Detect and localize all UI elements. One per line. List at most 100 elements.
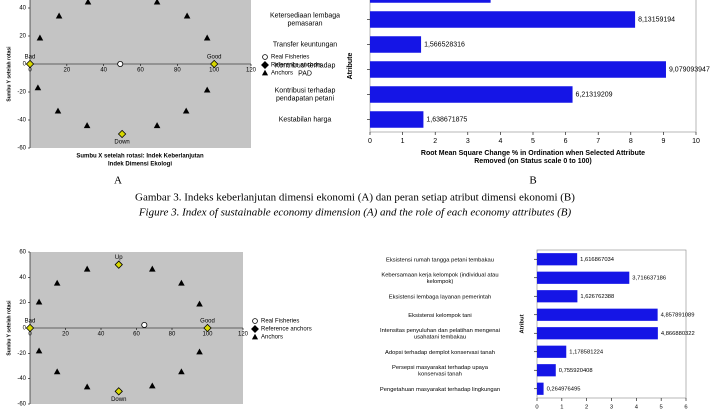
point	[210, 59, 219, 69]
x-tick-label: 120	[246, 68, 257, 74]
point	[149, 382, 156, 389]
value-label: 9,079093947	[669, 66, 710, 73]
point-label: Bad	[25, 55, 36, 61]
point	[54, 107, 62, 114]
x-tick-label: 9	[661, 138, 665, 145]
value-label: 1,566528316	[424, 41, 465, 48]
x-tick-label: 0	[28, 68, 32, 74]
point	[203, 86, 211, 93]
y-tick-label: 0	[23, 326, 27, 332]
point	[35, 347, 43, 354]
point	[117, 129, 127, 139]
x-tick-label: 3	[610, 405, 613, 411]
y-tick-label: -60	[17, 402, 26, 408]
x-tick-label: 0	[535, 405, 538, 411]
category-label: Kebersamaan kerja kelompok (individual a…	[381, 272, 498, 285]
point	[84, 0, 92, 5]
x-tick-label: 6	[684, 405, 687, 411]
point-label: Down	[114, 140, 129, 146]
legend-label: Anchors	[261, 335, 283, 341]
point	[114, 260, 123, 269]
category-label: Kontribusi terhadap pendapatan petani	[275, 87, 336, 102]
x-axis-title: Indek Dimensi Ekologi	[108, 162, 172, 168]
bar	[370, 11, 636, 28]
legend-label: Reference anchors	[261, 327, 312, 333]
x-axis-title: Removed (on Status scale 0 to 100)	[474, 158, 591, 165]
x-tick-label: 4	[635, 405, 639, 411]
bar	[370, 0, 491, 3]
point	[117, 61, 124, 68]
value-label: 8,13159194	[638, 16, 675, 23]
legend-label: Real Fisheries	[271, 55, 309, 61]
x-tick-label: 60	[137, 68, 144, 74]
panel-label: B	[529, 175, 536, 187]
point	[196, 300, 203, 307]
point-label: Good	[207, 55, 222, 61]
value-label: 1,178581224	[569, 349, 604, 355]
bar	[370, 111, 424, 128]
x-axis-title: Root Mean Square Change % in Ordination …	[421, 150, 645, 157]
point	[182, 107, 190, 114]
bar	[537, 253, 578, 266]
point	[141, 321, 148, 328]
x-tick-label: 40	[100, 68, 107, 74]
y-tick-label: -40	[17, 376, 26, 382]
x-tick-label: 0	[368, 138, 372, 145]
value-label: 4,866880322	[661, 331, 695, 337]
x-tick-label: 4	[498, 138, 502, 145]
point	[34, 84, 42, 91]
bar	[537, 308, 658, 321]
point	[262, 54, 268, 60]
y-tick-label: 60	[19, 250, 26, 256]
x-tick-label: 6	[564, 138, 568, 145]
point	[203, 34, 211, 41]
x-tick-label: 40	[98, 332, 105, 338]
point	[53, 368, 61, 375]
x-tick-label: 80	[174, 68, 181, 74]
point	[178, 279, 185, 286]
bar	[537, 290, 578, 303]
x-tick-label: 5	[531, 138, 535, 145]
bar	[537, 327, 658, 340]
x-tick-label: 0	[28, 332, 32, 338]
category-label: Ketersediaan lembaga pemasaran	[270, 12, 340, 27]
panel-label: A	[114, 175, 122, 187]
category-label: Eksistensi rumah tangga petani tembakau	[386, 257, 494, 263]
y-tick-label: 20	[19, 300, 26, 306]
point	[25, 59, 35, 69]
y-tick-label: -20	[17, 351, 26, 357]
x-tick-label: 20	[63, 68, 70, 74]
point	[251, 325, 259, 333]
y-tick-label: -20	[17, 90, 26, 96]
value-label: 4,857891089	[661, 312, 695, 318]
point	[261, 61, 269, 69]
x-tick-label: 10	[692, 138, 700, 145]
point-label: Down	[111, 397, 126, 403]
value-label: 0,755920408	[559, 368, 593, 374]
x-tick-label: 120	[238, 332, 249, 338]
point	[252, 318, 258, 324]
bar	[537, 345, 567, 358]
value-label: 1,626762388	[580, 294, 614, 300]
point	[261, 69, 269, 76]
point	[83, 383, 91, 390]
bar	[537, 271, 630, 284]
x-tick-label: 100	[209, 68, 220, 74]
point	[114, 387, 123, 396]
point	[251, 333, 259, 340]
x-tick-label: 1	[560, 405, 563, 411]
caption: Figure 3. Index of sustainable economy d…	[138, 207, 572, 219]
y-tick-label: 40	[19, 6, 26, 12]
y-tick-label: 40	[19, 275, 26, 281]
x-tick-label: 100	[202, 332, 213, 338]
caption: Gambar 3. Indeks keberlanjutan dimensi e…	[135, 192, 575, 204]
category-label: Kestabilan harga	[279, 116, 332, 123]
x-axis-title: Sumbu X setelah rotasi: Indek Keberlanju…	[76, 154, 204, 160]
value-label: 0,264976495	[547, 386, 581, 392]
point	[153, 122, 161, 129]
point	[149, 265, 156, 272]
legend-label: Real Fisheries	[261, 319, 299, 325]
x-tick-label: 3	[466, 138, 470, 145]
point-label: Good	[200, 319, 215, 325]
